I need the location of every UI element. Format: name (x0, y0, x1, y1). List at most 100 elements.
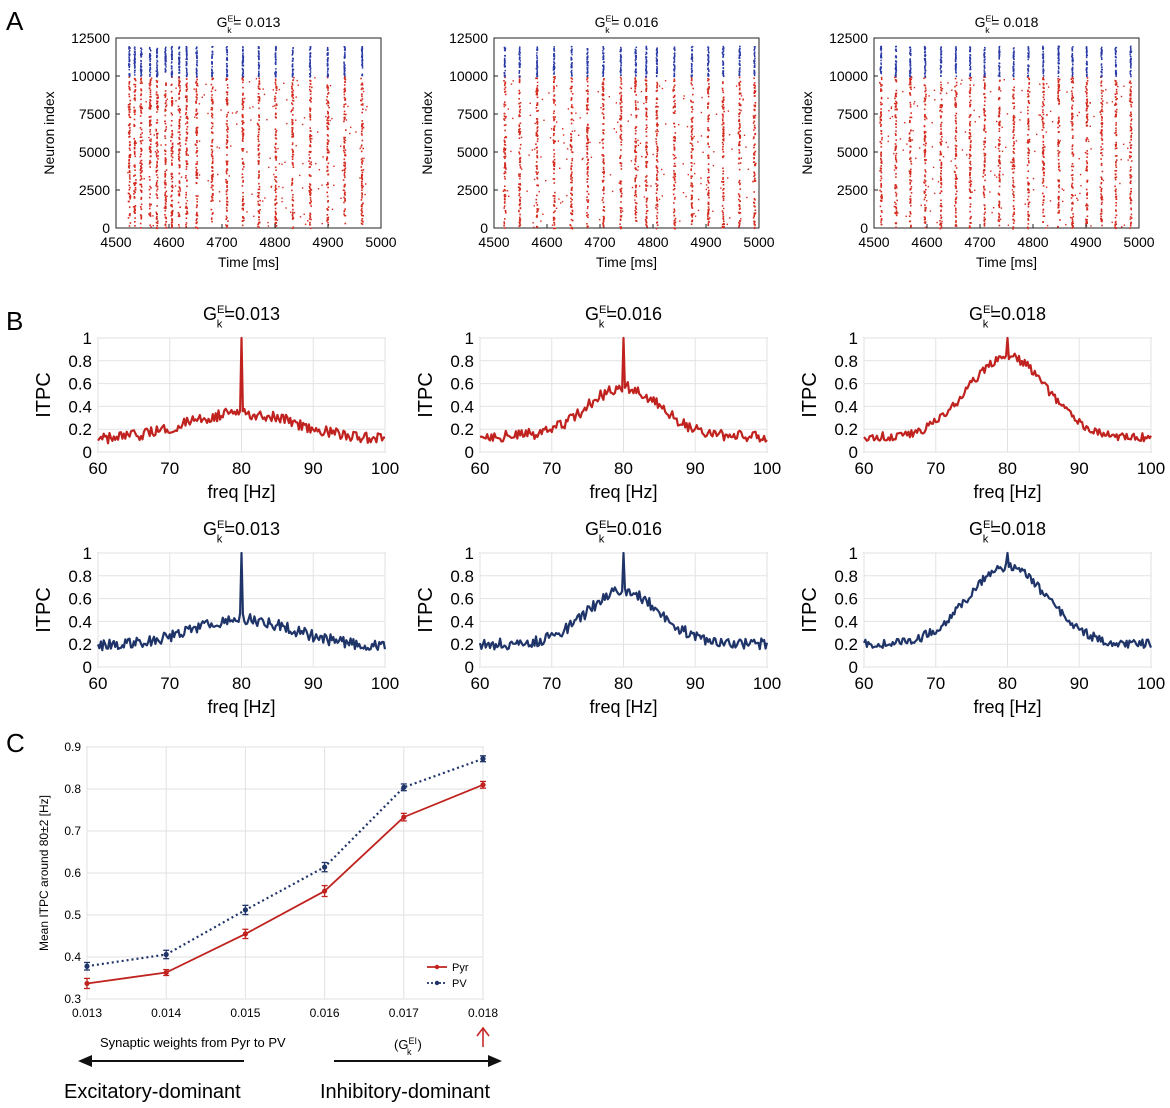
exc-spike (721, 118, 724, 120)
exc-spike (295, 145, 297, 147)
inh-spike (242, 54, 244, 57)
exc-spike (691, 162, 693, 164)
exc-spike (164, 144, 167, 146)
exc-spike (292, 94, 294, 96)
exc-spike (554, 227, 556, 230)
exc-spike (278, 185, 280, 188)
exc-spike (655, 106, 657, 108)
exc-spike (691, 175, 693, 178)
raster-burst-2 (139, 47, 144, 229)
exc-spike (210, 145, 212, 147)
exc-spike (210, 154, 213, 156)
exc-spike (149, 120, 151, 122)
exc-spike (195, 128, 198, 130)
exc-spike (753, 91, 755, 94)
exc-spike (620, 78, 623, 80)
exc-spike (569, 87, 572, 90)
inh-spike (275, 49, 277, 51)
exc-spike (343, 196, 345, 199)
exc-spike (149, 146, 151, 148)
exc-spike (274, 203, 277, 205)
exc-spike (752, 180, 754, 183)
exc-spike (171, 212, 173, 215)
inh-spike (128, 63, 130, 65)
exc-spike (156, 132, 158, 135)
exc-spike (722, 183, 725, 186)
inh-spike (186, 72, 188, 74)
exc-spike (257, 124, 260, 126)
exc-spike (567, 108, 570, 110)
exc-spike (754, 116, 756, 119)
exc-spike (292, 100, 295, 102)
y-tick-label: 7500 (79, 106, 110, 122)
inh-spike (195, 53, 198, 55)
exc-spike (171, 103, 174, 105)
exc-spike (258, 125, 261, 128)
exc-spike (675, 157, 677, 159)
exc-spike (275, 85, 278, 88)
exc-spike (635, 126, 637, 129)
exc-spike (343, 147, 345, 149)
inh-spike (586, 52, 589, 55)
exc-spike (226, 141, 228, 144)
exc-spike (707, 180, 710, 183)
exc-spike (292, 132, 294, 135)
exc-spike (570, 175, 572, 178)
exc-spike (196, 211, 198, 214)
exc-spike (739, 183, 741, 186)
inh-spike (535, 67, 538, 70)
inh-spike (673, 68, 675, 70)
exc-spike (178, 182, 181, 184)
exc-spike (691, 185, 694, 187)
exc-spike (739, 87, 741, 90)
exc-spike (552, 195, 555, 197)
exc-spike (721, 225, 724, 228)
inh-spike (645, 67, 647, 69)
exc-spike (241, 199, 244, 202)
exc-spike (738, 123, 741, 125)
exc-spike (620, 149, 622, 151)
exc-spike (554, 76, 556, 78)
exc-spike (721, 89, 724, 92)
exc-spike (727, 110, 730, 112)
exc-spike (343, 113, 346, 115)
exc-spike (257, 203, 260, 205)
exc-spike (738, 84, 741, 87)
exc-spike (753, 84, 755, 86)
inh-spike (156, 60, 159, 63)
inh-spike (690, 46, 693, 49)
exc-spike (128, 147, 131, 150)
exc-spike (518, 124, 520, 126)
inh-spike (656, 63, 658, 65)
exc-spike (139, 127, 142, 129)
exc-spike (536, 167, 538, 169)
inh-spike (196, 64, 198, 67)
inh-spike (602, 70, 604, 73)
exc-spike (185, 90, 188, 92)
exc-spike (185, 175, 187, 177)
exc-spike (635, 177, 637, 179)
exc-spike (242, 120, 244, 122)
exc-spike (656, 117, 658, 120)
exc-spike (586, 98, 589, 101)
exc-spike (193, 88, 195, 90)
exc-spike (519, 91, 521, 94)
inh-spike (257, 74, 260, 77)
exc-spike (291, 179, 294, 181)
exc-spike (570, 174, 572, 176)
exc-spike (211, 88, 214, 90)
exc-spike (195, 144, 197, 146)
inh-spike (326, 60, 329, 62)
exc-spike (620, 183, 622, 185)
exc-spike (360, 181, 363, 183)
exc-spike (301, 123, 304, 126)
exc-spike (321, 222, 323, 225)
exc-spike (326, 219, 329, 221)
exc-spike (140, 196, 143, 199)
exc-spike (291, 133, 293, 136)
exc-spike (207, 180, 209, 182)
inh-spike (739, 51, 741, 54)
exc-spike (655, 112, 658, 114)
exc-spike (362, 160, 364, 162)
exc-spike (722, 135, 724, 137)
